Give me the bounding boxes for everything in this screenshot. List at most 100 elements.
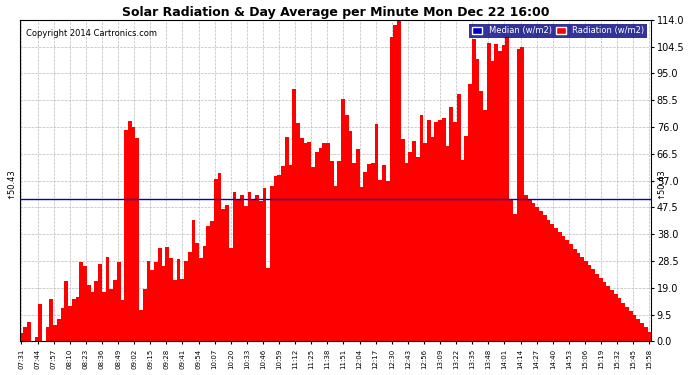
Bar (647, 332, 651, 341)
Bar (423, 143, 427, 341)
Bar (61, 308, 64, 341)
Bar (539, 211, 543, 341)
Bar (446, 146, 449, 341)
Bar (248, 192, 251, 341)
Bar (217, 173, 221, 341)
Bar (348, 130, 352, 341)
Bar (166, 247, 169, 341)
Bar (622, 303, 625, 341)
Bar (408, 152, 412, 341)
Bar (524, 195, 528, 341)
Bar (23, 327, 27, 341)
Bar (610, 290, 614, 341)
Bar (591, 269, 595, 341)
Bar (150, 270, 154, 341)
Bar (72, 298, 76, 341)
Bar (390, 37, 393, 341)
Bar (214, 179, 217, 341)
Bar (221, 210, 225, 341)
Bar (259, 201, 262, 341)
Bar (393, 26, 397, 341)
Bar (177, 259, 180, 341)
Bar (244, 206, 248, 341)
Bar (121, 300, 124, 341)
Bar (431, 138, 435, 341)
Bar (304, 143, 307, 341)
Bar (607, 286, 610, 341)
Bar (147, 261, 150, 341)
Bar (195, 243, 199, 341)
Bar (614, 294, 618, 341)
Bar (68, 306, 72, 341)
Bar (584, 261, 588, 341)
Bar (595, 273, 599, 341)
Bar (139, 310, 143, 341)
Bar (330, 161, 333, 341)
Bar (337, 161, 341, 341)
Text: ↑50.43: ↑50.43 (656, 168, 665, 199)
Bar (322, 143, 326, 341)
Bar (57, 319, 61, 341)
Bar (240, 195, 244, 341)
Bar (225, 205, 229, 341)
Bar (38, 304, 42, 341)
Bar (83, 266, 87, 341)
Bar (296, 123, 300, 341)
Bar (401, 139, 404, 341)
Bar (356, 150, 359, 341)
Bar (435, 122, 438, 341)
Bar (270, 186, 274, 341)
Bar (509, 200, 513, 341)
Bar (480, 91, 483, 341)
Bar (453, 123, 457, 341)
Bar (277, 175, 282, 341)
Bar (629, 311, 633, 341)
Bar (438, 120, 442, 341)
Bar (352, 164, 356, 341)
Bar (53, 326, 57, 341)
Bar (288, 165, 293, 341)
Bar (199, 258, 203, 341)
Bar (644, 327, 647, 341)
Bar (79, 262, 83, 341)
Bar (412, 141, 416, 341)
Bar (520, 47, 524, 341)
Bar (599, 278, 602, 341)
Bar (359, 186, 364, 341)
Bar (404, 163, 408, 341)
Bar (345, 116, 348, 341)
Bar (588, 265, 591, 341)
Bar (378, 180, 382, 341)
Bar (266, 268, 270, 341)
Bar (98, 264, 102, 341)
Text: Copyright 2014 Cartronics.com: Copyright 2014 Cartronics.com (26, 29, 157, 38)
Bar (554, 228, 558, 341)
Bar (95, 281, 98, 341)
Bar (546, 220, 551, 341)
Bar (76, 297, 79, 341)
Bar (233, 192, 237, 341)
Bar (285, 137, 288, 341)
Bar (562, 236, 565, 341)
Legend: Median (w/m2), Radiation (w/m2): Median (w/m2), Radiation (w/m2) (469, 24, 647, 38)
Bar (158, 248, 161, 341)
Bar (341, 99, 345, 341)
Bar (577, 253, 580, 341)
Bar (210, 220, 214, 341)
Bar (569, 244, 573, 341)
Bar (457, 94, 461, 341)
Title: Solar Radiation & Day Average per Minute Mon Dec 22 16:00: Solar Radiation & Day Average per Minute… (121, 6, 549, 18)
Bar (472, 39, 475, 341)
Bar (192, 220, 195, 341)
Bar (464, 136, 468, 341)
Bar (50, 299, 53, 341)
Bar (282, 166, 285, 341)
Bar (255, 195, 259, 341)
Bar (154, 262, 158, 341)
Bar (132, 127, 135, 341)
Bar (517, 49, 520, 341)
Bar (169, 258, 172, 341)
Bar (319, 148, 322, 341)
Bar (420, 116, 423, 341)
Bar (326, 143, 330, 341)
